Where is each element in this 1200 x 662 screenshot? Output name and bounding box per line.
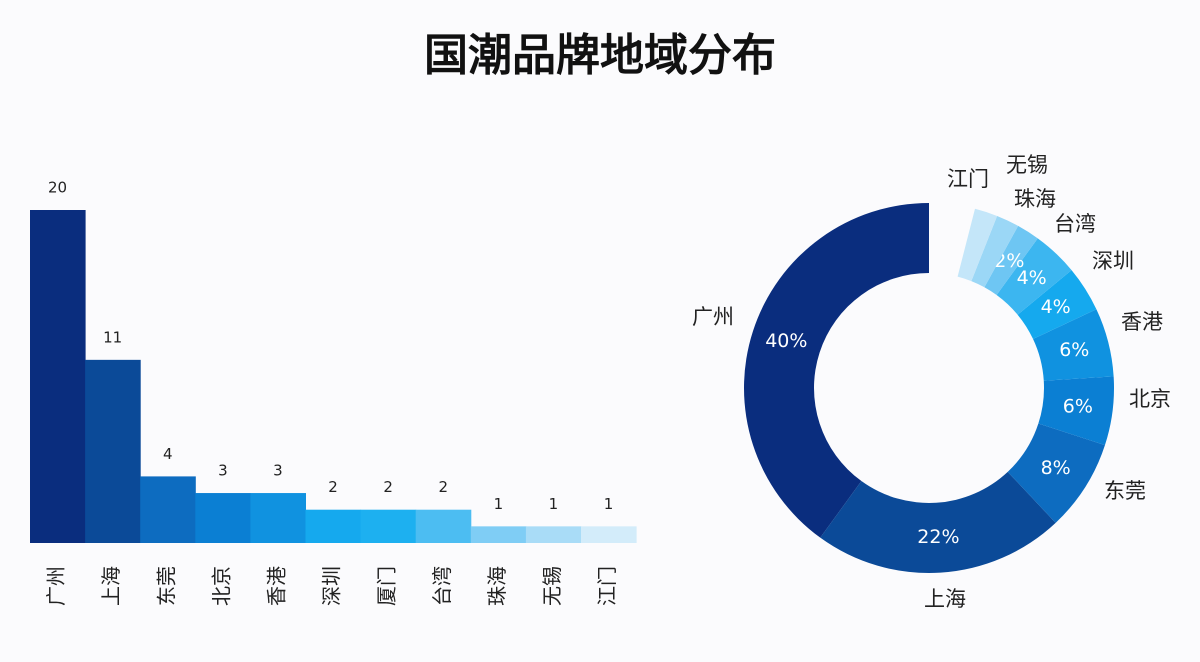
bar [195,493,251,543]
bar [525,526,582,543]
value-label: 2 [328,478,338,496]
category-label: 广州 [692,305,734,329]
x-tick-label: 深圳 [320,566,344,606]
x-tick-label: 厦门 [375,566,399,606]
donut-slice [1017,270,1097,340]
donut-slice [957,208,998,282]
donut-slice [984,225,1038,295]
x-tick-label: 东莞 [154,566,178,606]
value-label: 4% [1041,296,1071,318]
donut-slice [971,215,1019,288]
category-label: 上海 [924,587,966,611]
x-tick-label: 上海 [99,566,123,606]
value-label: 1 [604,495,614,513]
donut-slice [1033,309,1114,381]
category-label: 江门 [947,167,989,191]
value-label: 22% [917,526,959,548]
category-label: 珠海 [1014,187,1056,211]
donut-slice [1038,376,1114,446]
x-tick-label: 江门 [595,566,619,606]
value-label: 11 [103,328,122,346]
bar [305,509,362,543]
value-label: 6% [1063,395,1093,417]
bar [30,210,86,543]
category-label: 东莞 [1104,479,1146,503]
donut-slice [820,471,1056,573]
page-title: 国潮品牌地域分布 [424,30,776,81]
value-label: 4 [163,445,173,463]
value-label: 2 [383,478,393,496]
value-label: 2 [438,478,448,496]
bar [415,509,472,543]
x-tick-label: 珠海 [485,566,509,606]
bar [140,476,196,543]
value-label: 1 [549,495,559,513]
donut-slice [996,238,1072,315]
category-label: 台湾 [1054,212,1096,236]
category-label: 香港 [1121,310,1163,334]
value-label: 40% [765,330,807,352]
bar [581,526,637,543]
x-tick-label: 香港 [264,566,288,606]
category-label: 深圳 [1092,249,1134,273]
category-label: 北京 [1129,387,1171,411]
value-label: 6% [1059,339,1089,361]
donut-slice [1007,423,1105,523]
x-tick-label: 北京 [209,566,233,606]
value-label: 8% [1041,457,1071,479]
x-tick-label: 无锡 [540,566,564,606]
value-label: 4% [1017,267,1047,289]
value-label: 20 [48,179,67,197]
value-label: 3 [218,462,228,480]
category-label: 无锡 [1006,153,1048,177]
bar [85,359,141,543]
bar [250,493,306,543]
donut-slice [744,203,929,538]
x-tick-label: 台湾 [430,566,454,606]
bar [470,526,527,543]
bar [360,509,417,543]
value-label: 1 [494,495,504,513]
x-tick-label: 广州 [44,566,68,606]
value-label: 3 [273,462,283,480]
